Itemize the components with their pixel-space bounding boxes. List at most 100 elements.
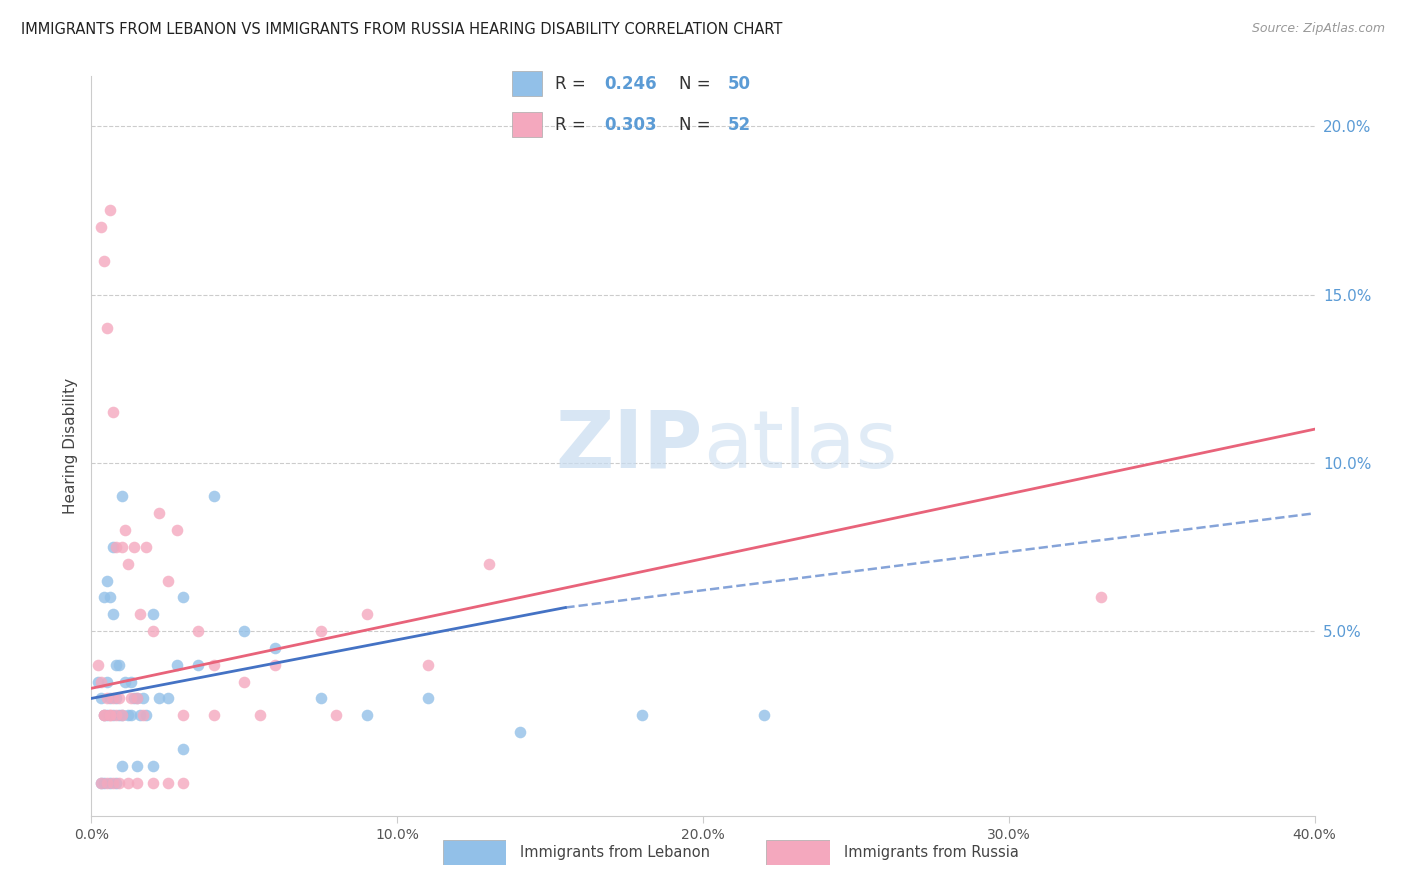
Point (172, 775, 194, 789)
Point (233, 624, 256, 639)
Point (104, 657, 127, 672)
Point (98, 203, 121, 218)
Text: atlas: atlas (703, 407, 897, 485)
Point (122, 540, 145, 554)
Point (101, 607, 124, 622)
Point (202, 490, 225, 504)
Point (117, 775, 139, 789)
Point (156, 691, 179, 706)
Point (96, 775, 118, 789)
Point (509, 725, 531, 739)
Point (172, 591, 194, 605)
Point (86, 674, 108, 689)
Point (309, 624, 332, 639)
Point (98, 591, 121, 605)
Point (104, 540, 127, 554)
Point (120, 708, 142, 723)
Point (108, 775, 131, 789)
Point (104, 708, 127, 723)
Text: 52: 52 (728, 116, 751, 134)
Point (96, 691, 118, 706)
Point (135, 708, 157, 723)
Bar (512, 112, 543, 137)
Point (111, 708, 134, 723)
Point (127, 691, 149, 706)
Point (98, 708, 121, 723)
Point (101, 540, 124, 554)
Point (90, 775, 112, 789)
Text: N =: N = (679, 75, 716, 93)
Point (86, 657, 108, 672)
Point (141, 758, 163, 772)
Point (156, 574, 179, 588)
Point (108, 708, 131, 723)
Point (202, 708, 225, 723)
Point (148, 506, 170, 520)
Point (141, 607, 163, 622)
Text: Immigrants from Russia: Immigrants from Russia (844, 846, 1018, 860)
Point (264, 640, 287, 655)
Point (187, 624, 209, 639)
Text: ZIP: ZIP (555, 407, 703, 485)
Point (98, 775, 121, 789)
Text: Source: ZipAtlas.com: Source: ZipAtlas.com (1251, 22, 1385, 36)
Point (202, 657, 225, 672)
Point (98, 691, 121, 706)
Point (754, 708, 776, 723)
Point (96, 674, 118, 689)
Point (111, 540, 134, 554)
Point (325, 708, 347, 723)
Point (356, 708, 378, 723)
Point (93, 708, 115, 723)
Point (127, 691, 149, 706)
Point (127, 758, 149, 772)
Point (90, 674, 112, 689)
Text: R =: R = (555, 116, 591, 134)
Point (111, 758, 134, 772)
Point (117, 708, 139, 723)
Text: Immigrants from Lebanon: Immigrants from Lebanon (520, 846, 710, 860)
Text: 0.246: 0.246 (605, 75, 657, 93)
Point (122, 691, 145, 706)
Point (114, 674, 136, 689)
Point (104, 691, 127, 706)
Point (127, 775, 149, 789)
Point (96, 574, 118, 588)
Point (249, 708, 271, 723)
Point (90, 691, 112, 706)
Point (98, 708, 121, 723)
Point (114, 523, 136, 537)
Point (132, 691, 155, 706)
Bar (512, 71, 543, 96)
Point (108, 657, 131, 672)
Point (309, 691, 332, 706)
Point (129, 607, 152, 622)
Point (101, 405, 124, 419)
Point (166, 657, 188, 672)
Point (104, 775, 127, 789)
Point (90, 220, 112, 235)
Point (96, 321, 118, 335)
Point (356, 607, 378, 622)
Text: 50: 50 (728, 75, 751, 93)
Point (101, 691, 124, 706)
Point (108, 691, 131, 706)
Point (156, 775, 179, 789)
Point (132, 708, 155, 723)
Point (101, 708, 124, 723)
Point (117, 557, 139, 571)
Point (129, 708, 152, 723)
Point (141, 624, 163, 639)
Point (96, 708, 118, 723)
Text: IMMIGRANTS FROM LEBANON VS IMMIGRANTS FROM RUSSIA HEARING DISABILITY CORRELATION: IMMIGRANTS FROM LEBANON VS IMMIGRANTS FR… (21, 22, 783, 37)
Point (90, 775, 112, 789)
Point (93, 253, 115, 268)
Text: N =: N = (679, 116, 716, 134)
Point (172, 708, 194, 723)
Point (478, 557, 501, 571)
Point (111, 708, 134, 723)
Point (416, 657, 439, 672)
Point (111, 490, 134, 504)
Y-axis label: Hearing Disability: Hearing Disability (62, 378, 77, 514)
Point (233, 674, 256, 689)
